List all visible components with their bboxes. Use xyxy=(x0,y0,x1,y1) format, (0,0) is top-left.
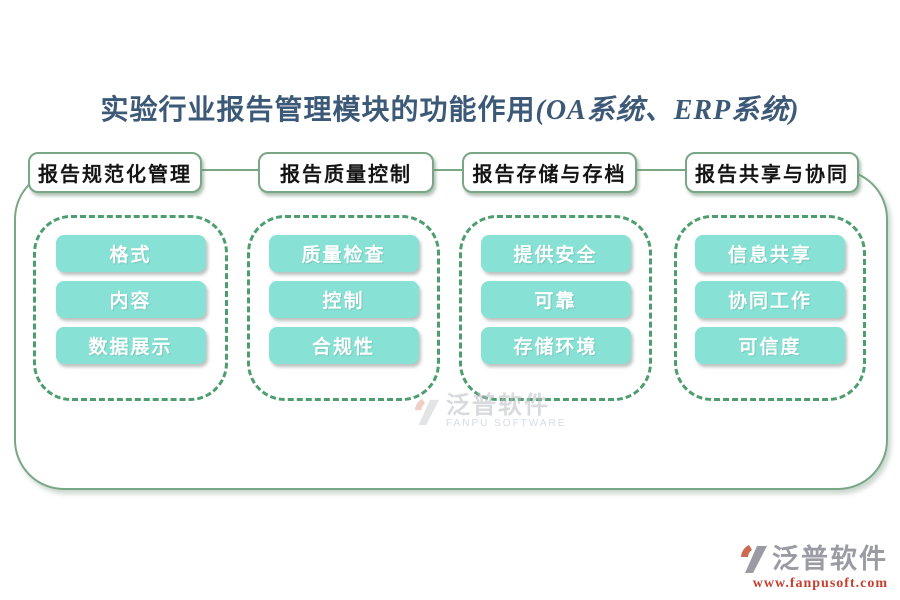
diagram-title-suffix: (OA系统、ERP系统) xyxy=(535,95,800,126)
item-credibility: 可信度 xyxy=(695,327,845,364)
item-collaborative-work: 协同工作 xyxy=(695,281,845,318)
panel-standardization: 格式 内容 数据展示 xyxy=(33,215,228,401)
item-content: 内容 xyxy=(55,281,206,318)
item-control: 控制 xyxy=(268,281,419,318)
watermark-brand-en: FANPU SOFTWARE xyxy=(446,418,567,429)
panel-storage-archive: 提供安全 可靠 存储环境 xyxy=(459,215,652,401)
column-header-share-collaborate: 报告共享与协同 xyxy=(685,152,859,193)
panel-share-collaborate: 信息共享 协同工作 可信度 xyxy=(674,215,866,401)
watermark-text: 泛普软件 FANPU SOFTWARE xyxy=(446,394,566,429)
diagram-title: 实验行业报告管理模块的功能作用(OA系统、ERP系统) xyxy=(0,88,900,128)
item-info-sharing: 信息共享 xyxy=(695,235,845,272)
column-header-quality-control: 报告质量控制 xyxy=(258,152,434,193)
center-watermark: 泛普软件 FANPU SOFTWARE xyxy=(412,394,566,430)
diagram-title-main: 实验行业报告管理模块的功能作用 xyxy=(100,95,536,126)
item-format: 格式 xyxy=(55,235,206,272)
footer-brand-name: 泛普软件 xyxy=(772,544,888,574)
column-header-storage-archive: 报告存储与存档 xyxy=(462,152,637,193)
item-provide-security: 提供安全 xyxy=(480,235,631,272)
footer-brand: 泛普软件 www.fanpusoft.com xyxy=(738,542,888,592)
watermark-brand: 泛普软件 xyxy=(446,393,550,419)
column-header-standardization: 报告规范化管理 xyxy=(28,152,202,193)
item-quality-check: 质量检查 xyxy=(268,235,419,272)
item-compliance: 合规性 xyxy=(268,327,419,364)
item-data-display: 数据展示 xyxy=(55,327,206,364)
footer-brand-row: 泛普软件 xyxy=(738,542,888,576)
fanpu-logo-icon xyxy=(741,545,767,573)
panel-quality-control: 质量检查 控制 合规性 xyxy=(247,215,440,401)
item-reliable: 可靠 xyxy=(480,281,631,318)
fanpu-logo-icon xyxy=(414,398,440,426)
item-storage-environment: 存储环境 xyxy=(480,327,631,364)
footer-brand-url: www.fanpusoft.com xyxy=(752,576,888,591)
